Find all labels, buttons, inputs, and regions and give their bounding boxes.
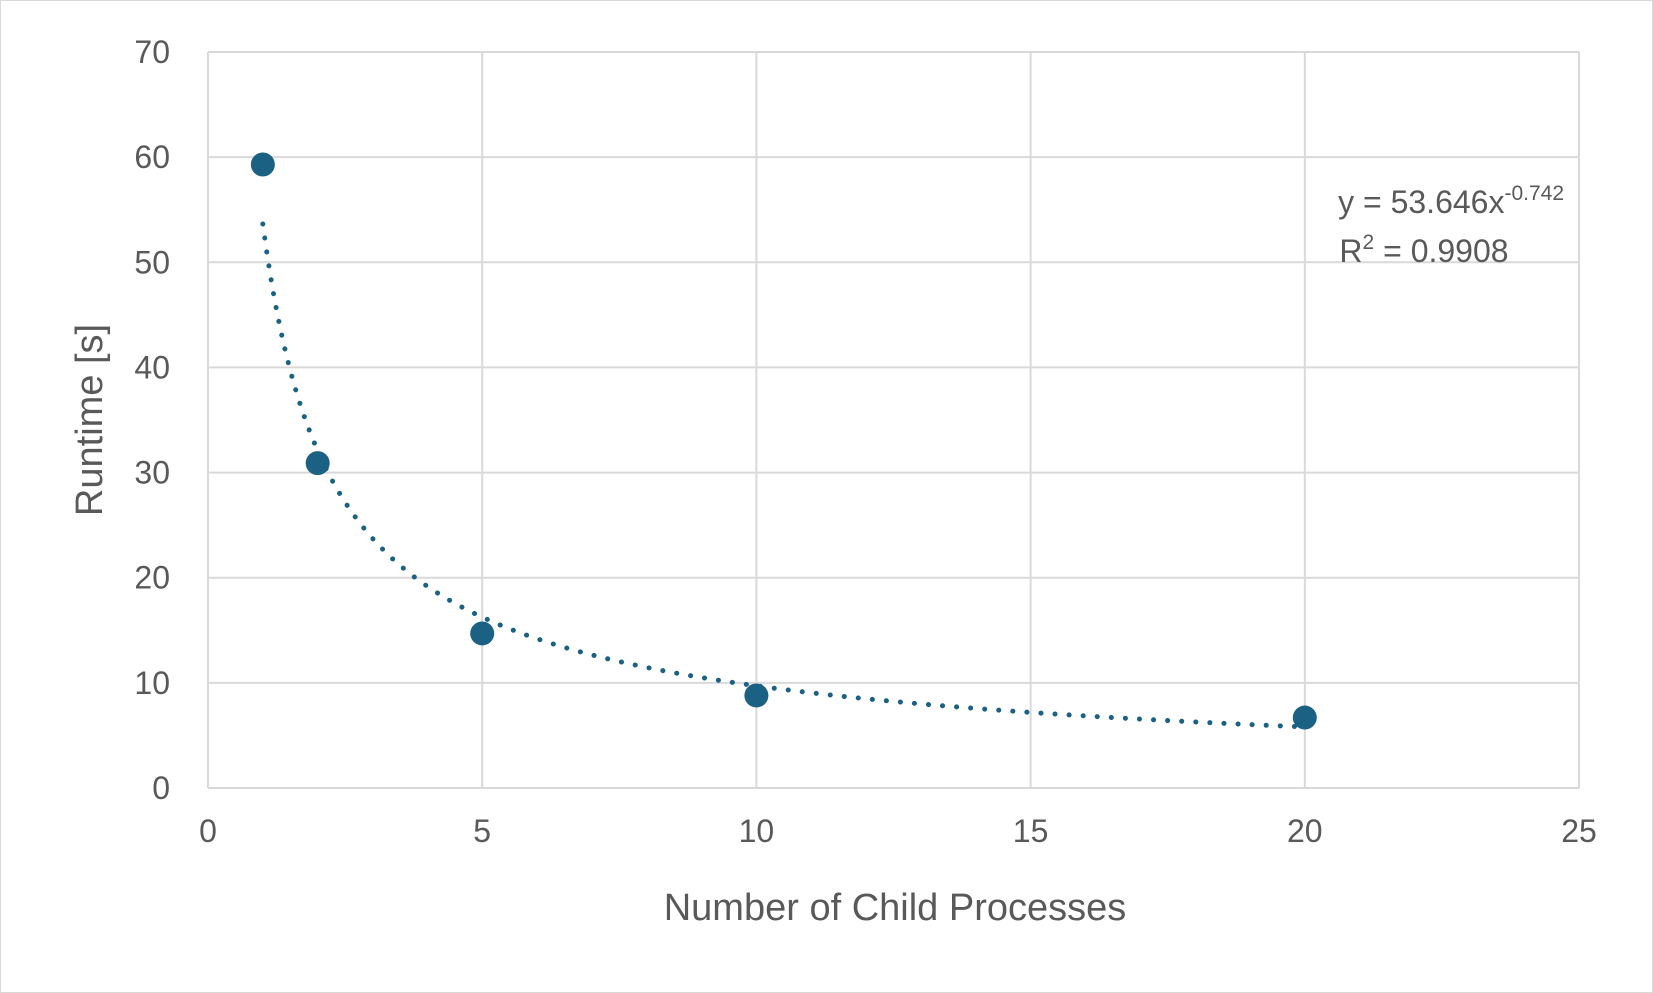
y-tick-label: 40 [134, 349, 170, 385]
y-tick-label: 60 [134, 139, 170, 175]
x-tick-label: 25 [1561, 813, 1597, 849]
x-tick-label: 0 [199, 813, 217, 849]
x-tick-labels: 0 5 10 15 20 25 [199, 813, 1597, 849]
x-tick-label: 5 [473, 813, 491, 849]
y-tick-labels: 0 10 20 30 40 50 60 70 [134, 34, 170, 806]
equation-main: y = 53.646x [1338, 184, 1504, 220]
r2-superscript: 2 [1363, 231, 1375, 254]
data-point [744, 683, 769, 708]
data-point [305, 451, 330, 476]
trendline-equation: y = 53.646x-0.742 [1338, 182, 1564, 220]
equation-exponent: -0.742 [1504, 182, 1564, 205]
data-points [250, 152, 1317, 730]
x-tick-label: 20 [1287, 813, 1323, 849]
r2-value: = 0.9908 [1374, 233, 1508, 269]
r2-prefix: R [1339, 233, 1362, 269]
r-squared: R2 = 0.9908 [1339, 231, 1508, 269]
y-tick-label: 0 [152, 770, 170, 806]
y-axis-title: Runtime [s] [69, 324, 111, 516]
y-tick-label: 50 [134, 244, 170, 280]
y-tick-label: 20 [134, 560, 170, 596]
power-trendline [260, 221, 1308, 730]
y-tick-label: 70 [134, 34, 170, 70]
x-axis-title: Number of Child Processes [664, 887, 1127, 929]
y-tick-label: 10 [134, 665, 170, 701]
x-tick-label: 15 [1013, 813, 1049, 849]
data-point [250, 152, 275, 177]
x-tick-label: 10 [739, 813, 775, 849]
y-tick-label: 30 [134, 455, 170, 491]
data-point [470, 621, 495, 646]
grid-lines [207, 51, 1580, 789]
data-point [1292, 705, 1317, 730]
